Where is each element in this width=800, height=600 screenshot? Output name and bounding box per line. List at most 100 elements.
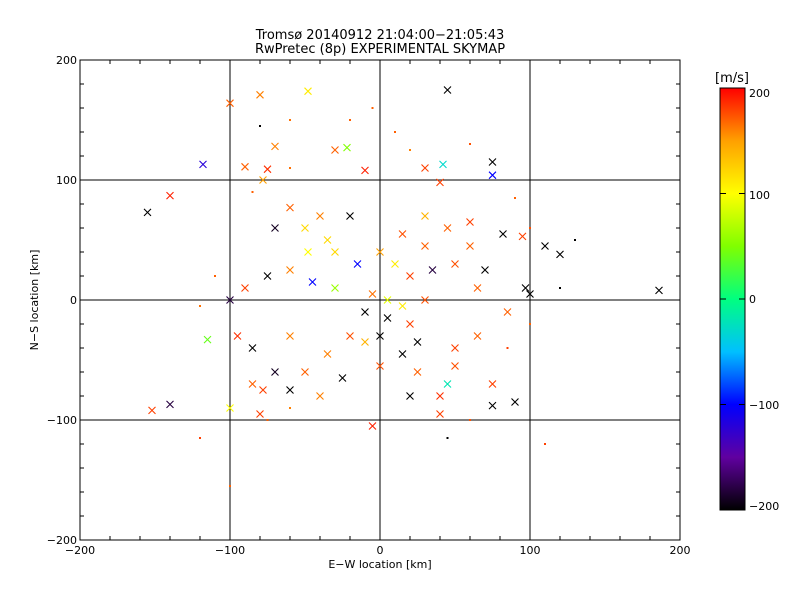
colorbar-tick-label: 100: [749, 189, 770, 202]
data-point-cross: [241, 284, 249, 292]
y-tick-label: −100: [47, 414, 77, 427]
data-point-cross: [263, 165, 272, 174]
data-point-cross: [203, 335, 212, 344]
data-point-cross: [488, 158, 497, 166]
data-point-cross: [166, 400, 174, 409]
data-point-cross: [526, 290, 534, 298]
grid-lines: [80, 60, 680, 540]
data-point-cross: [316, 212, 324, 220]
data-point-cross: [331, 146, 339, 154]
data-point-cross: [331, 284, 339, 292]
data-point-cross: [473, 284, 482, 292]
chart-title: Tromsø 20140912 21:04:00−21:05:43: [255, 28, 505, 43]
axis-ticks: [79, 59, 681, 541]
colorbar-tick-label: 200: [749, 87, 770, 100]
data-point-cross: [451, 260, 459, 268]
data-point-dot: [199, 305, 201, 307]
data-point-cross: [233, 332, 242, 340]
x-tick-labels: −200 −100 0 100 200: [65, 544, 691, 557]
data-point-cross: [271, 142, 279, 151]
data-point-cross: [413, 338, 422, 346]
data-point-cross: [443, 86, 452, 94]
data-point-cross: [443, 380, 452, 388]
data-point-cross: [346, 212, 354, 220]
data-point-dot: [469, 143, 471, 145]
y-tick-label: −200: [47, 534, 77, 547]
data-point-dot: [574, 239, 576, 241]
data-point-cross: [421, 242, 429, 250]
data-point-dot: [371, 107, 374, 109]
data-point-cross: [481, 266, 489, 274]
data-point-cross: [398, 302, 407, 310]
data-point-cross: [304, 248, 312, 256]
data-point-cross: [451, 344, 459, 352]
data-point-cross: [226, 99, 234, 108]
data-point-cross: [406, 320, 414, 328]
data-point-cross: [361, 338, 369, 346]
data-point-cross: [148, 406, 156, 415]
data-point-cross: [346, 332, 354, 340]
data-point-cross: [286, 266, 294, 274]
y-axis-label: N−S location [km]: [28, 250, 41, 351]
data-point-dot: [251, 191, 254, 193]
data-point-cross: [443, 224, 452, 232]
data-point-cross: [383, 314, 392, 322]
data-point-cross: [436, 392, 444, 400]
data-point-cross: [316, 392, 324, 400]
colorbar-ticks: [720, 87, 745, 511]
data-point-cross: [439, 160, 447, 169]
data-point-cross: [473, 332, 482, 340]
data-point-cross: [391, 260, 399, 268]
data-point-cross: [286, 203, 294, 212]
data-point-cross: [398, 230, 407, 238]
chart-subtitle: RwPretec (8p) EXPERIMENTAL SKYMAP: [255, 42, 505, 57]
data-point-dot: [514, 197, 516, 199]
data-point-cross: [541, 242, 549, 250]
data-point-cross: [436, 178, 444, 187]
data-point-cross: [361, 308, 369, 316]
data-point-cross: [226, 404, 234, 412]
x-tick-label: −100: [215, 544, 245, 557]
data-point-cross: [308, 278, 317, 286]
data-point-cross: [286, 386, 294, 394]
data-point-cross: [256, 410, 264, 418]
data-point-cross: [488, 171, 497, 180]
data-point-cross: [521, 284, 530, 292]
data-point-dot: [409, 149, 411, 151]
data-point-cross: [511, 398, 519, 406]
data-point-cross: [466, 218, 474, 226]
data-point-cross: [655, 286, 663, 295]
data-point-cross: [376, 332, 384, 340]
data-point-cross: [368, 290, 377, 298]
colorbar-tick-label: −100: [749, 399, 779, 412]
data-point-cross: [518, 232, 527, 241]
data-point-cross: [353, 260, 362, 268]
data-point-dot: [446, 437, 449, 439]
y-tick-label: 100: [56, 174, 77, 187]
data-point-cross: [376, 248, 384, 256]
data-point-cross: [436, 410, 444, 418]
data-point-cross: [503, 308, 512, 316]
data-point-dot: [559, 287, 561, 289]
data-point-dot: [214, 275, 216, 277]
data-point-cross: [259, 176, 267, 184]
colorbar-tick-label: 0: [749, 293, 756, 306]
data-point-cross: [301, 368, 309, 376]
data-point-cross: [406, 272, 414, 280]
data-points: [143, 86, 663, 487]
x-tick-label: 100: [520, 544, 541, 557]
colorbar-tick-labels: 200 100 0 −100 −200: [749, 87, 779, 513]
data-point-dot: [544, 443, 546, 445]
data-point-cross: [413, 368, 422, 376]
data-point-cross: [556, 250, 564, 259]
data-point-cross: [304, 87, 312, 96]
data-point-dot: [199, 437, 201, 439]
y-tick-label: 200: [56, 54, 77, 67]
data-point-dot: [289, 119, 291, 121]
data-point-cross: [368, 422, 377, 430]
data-point-cross: [248, 344, 257, 352]
data-point-cross: [259, 386, 267, 394]
data-point-cross: [343, 143, 351, 152]
x-tick-label: −200: [65, 544, 95, 557]
